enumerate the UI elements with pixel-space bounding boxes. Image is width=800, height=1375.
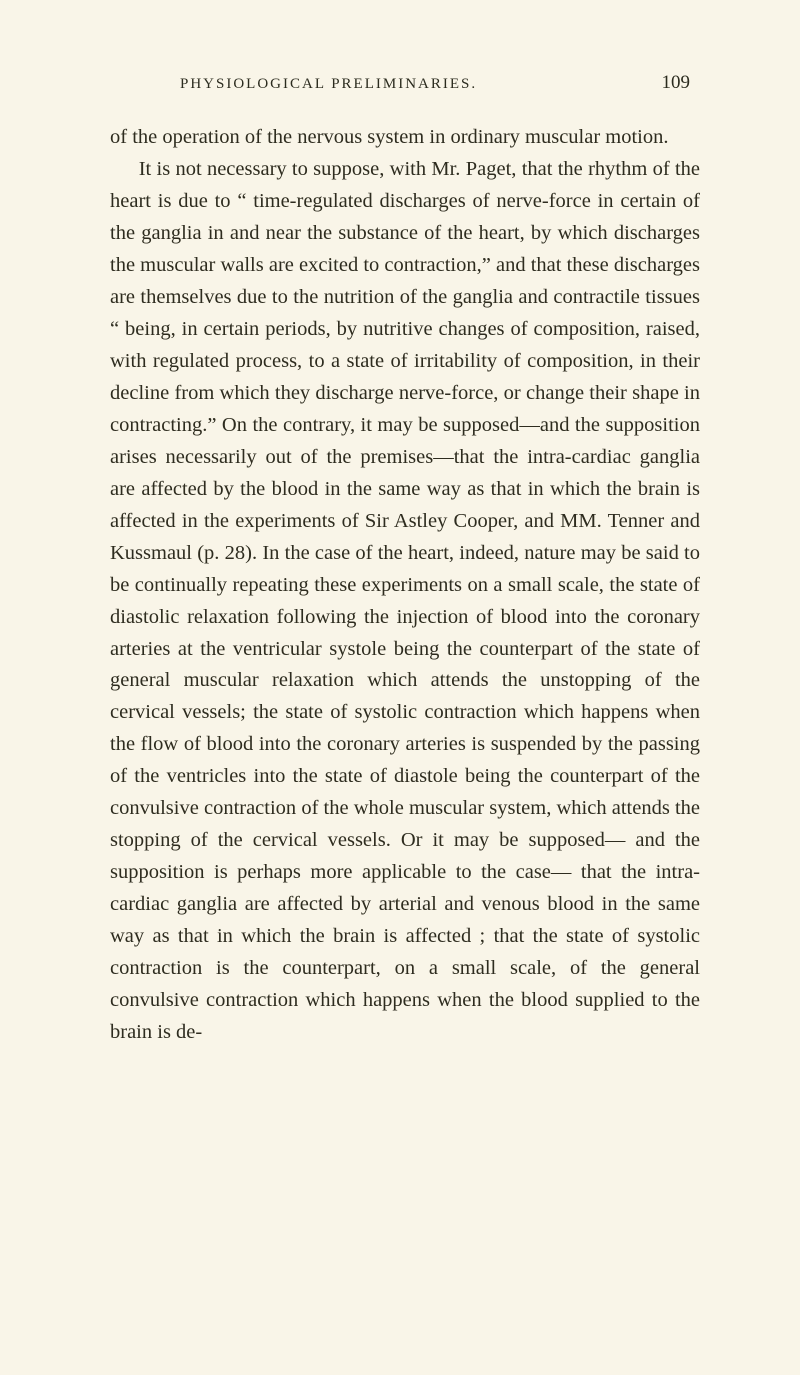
paragraph-main: It is not necessary to suppose, with Mr.… <box>110 154 700 1049</box>
page-number: 109 <box>662 72 691 94</box>
body-text: of the operation of the nervous system i… <box>110 122 700 1049</box>
page-header: PHYSIOLOGICAL PRELIMINARIES. 109 <box>110 72 700 94</box>
running-title: PHYSIOLOGICAL PRELIMINARIES. <box>180 76 477 93</box>
paragraph-continuation: of the operation of the nervous system i… <box>110 122 700 154</box>
page-container: PHYSIOLOGICAL PRELIMINARIES. 109 of the … <box>0 0 800 1109</box>
